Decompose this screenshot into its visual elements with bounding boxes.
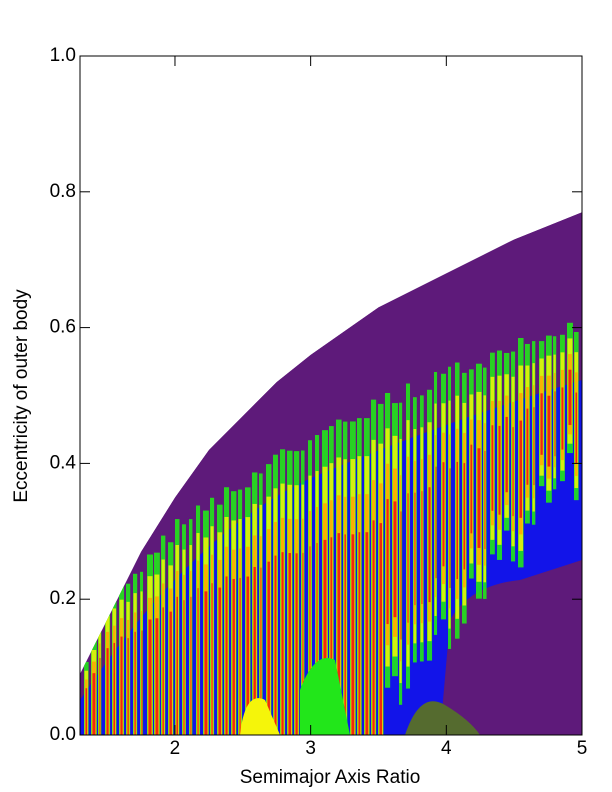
contour-stripe — [92, 673, 96, 736]
y-tick-label: 0.8 — [50, 181, 76, 202]
contour-stripe — [225, 576, 228, 736]
contour-stripe — [232, 578, 235, 736]
contour-stripe — [162, 607, 164, 736]
contour-stripe — [113, 642, 116, 736]
contour-stripe — [218, 587, 222, 736]
contour-stripe — [246, 576, 250, 736]
contour-stripe — [484, 450, 486, 549]
contour-stripe — [302, 552, 304, 736]
contour-stripe — [421, 491, 423, 604]
contour-stripe — [498, 425, 501, 515]
contour-stripe — [407, 493, 409, 623]
contour-stripe — [505, 416, 508, 493]
olive-pocket — [405, 701, 480, 735]
contour-stripe — [274, 555, 277, 736]
contour-stripe — [260, 567, 262, 736]
x-axis-label: Semimajor Axis Ratio — [240, 767, 421, 788]
contour-stripe — [120, 636, 123, 736]
contour-stripe — [442, 462, 445, 567]
contour-stripe — [253, 566, 256, 736]
contour-stripe — [337, 533, 341, 736]
contour-stripe — [344, 534, 346, 736]
y-axis-label: Eccentricity of outer body — [11, 289, 32, 503]
contour-stripe — [197, 588, 199, 736]
contour-stripe — [211, 583, 213, 736]
contour-stripe — [281, 552, 284, 736]
contour-stripe — [295, 553, 298, 736]
contour-stripe — [568, 369, 572, 425]
contour-stripe — [358, 532, 361, 736]
y-tick-label: 0.2 — [50, 588, 76, 609]
contour-stripe — [134, 631, 136, 736]
contour-stripe — [190, 596, 192, 736]
contour-stripe — [449, 468, 451, 588]
y-tick-label: 0.4 — [50, 452, 77, 473]
contour-stripe — [127, 638, 129, 736]
contour-stripe — [526, 408, 529, 485]
contour-stripe — [365, 532, 369, 736]
plot-frame — [79, 55, 583, 736]
contour-stripe — [400, 511, 402, 640]
contour-stripe — [176, 596, 178, 736]
x-tick-label: 4 — [441, 738, 452, 759]
contour-stripe — [372, 520, 375, 736]
contour-stripe — [351, 534, 355, 736]
contour-stripe — [414, 492, 416, 606]
contour-stripe — [309, 546, 311, 736]
contour-stripe — [393, 501, 397, 618]
contour-stripe — [575, 392, 578, 464]
contour-stripe — [428, 487, 431, 603]
x-tick-label: 2 — [170, 738, 181, 759]
contour-stripe — [561, 387, 564, 450]
contour-stripe — [169, 611, 172, 736]
green-blob — [300, 658, 350, 735]
contour-stripe — [288, 553, 292, 736]
contour-stripe — [148, 619, 152, 736]
contour-stripe — [267, 561, 270, 736]
y-tick-label: 0.0 — [50, 724, 76, 745]
contour-stripe — [323, 539, 327, 736]
contour-stripe — [141, 630, 143, 736]
contour-stripe — [512, 427, 514, 517]
contour-stripe — [470, 444, 473, 534]
contour-stripe — [183, 600, 185, 736]
contour-stripe — [204, 591, 208, 736]
y-tick-label: 0.6 — [50, 317, 76, 338]
contour-stripe — [316, 543, 318, 736]
contour-stripe — [540, 393, 543, 455]
purple-pocket — [440, 560, 582, 735]
contour-stripe — [106, 648, 109, 736]
contour-stripe — [99, 657, 101, 736]
yellow-blob — [240, 698, 280, 735]
contour-fill — [80, 212, 582, 736]
contour-stripe — [477, 448, 481, 548]
contour-stripe — [239, 577, 241, 736]
contour-stripe — [463, 463, 466, 570]
contour-stripe — [491, 425, 494, 511]
contour-stripe — [155, 618, 159, 736]
contour-stripe — [85, 688, 88, 736]
contour-stripe — [554, 391, 556, 457]
contour-stripe — [330, 537, 333, 736]
contour-stripe — [533, 407, 535, 486]
contour-stripe — [386, 499, 389, 625]
x-tick-label: 5 — [577, 738, 588, 759]
contour-stripe — [519, 420, 523, 518]
x-tick-label: 3 — [305, 738, 316, 759]
contour-stripe — [547, 395, 551, 467]
contour-stripe — [456, 461, 459, 580]
contour-stripe — [379, 523, 383, 736]
contour-stripe — [435, 466, 437, 579]
y-tick-label: 1.0 — [50, 45, 76, 66]
